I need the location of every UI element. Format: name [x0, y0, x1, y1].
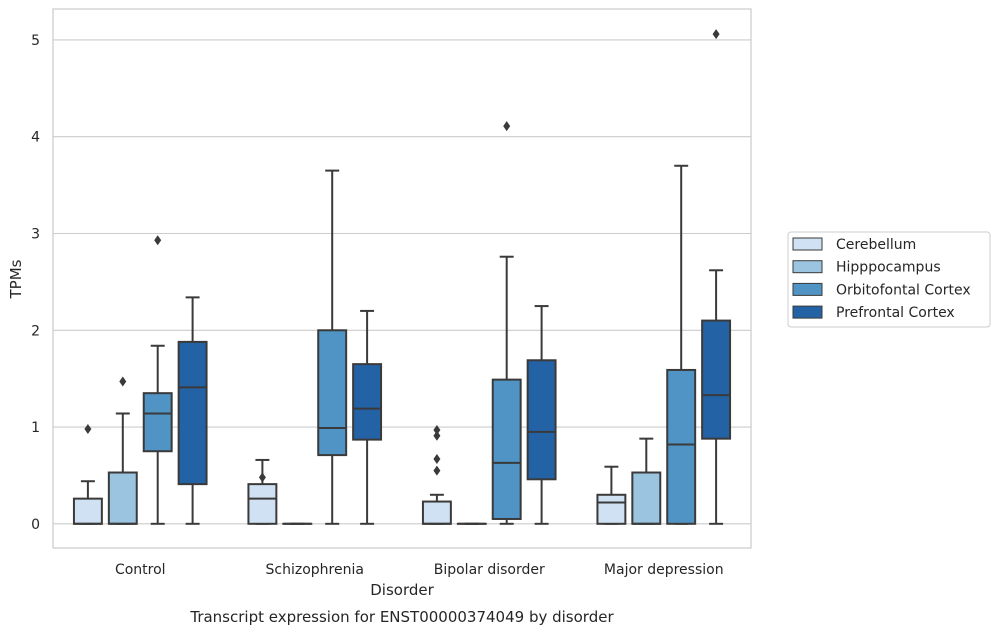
y-tick-label: 4	[31, 130, 40, 146]
legend-label: Hipppocampus	[836, 260, 941, 276]
legend-swatch	[792, 260, 823, 274]
series-prefrontal-cortex	[177, 29, 732, 525]
x-axis-label: Disorder	[370, 581, 434, 599]
outlier-marker	[503, 121, 511, 132]
outlier-marker	[258, 472, 266, 483]
legend-label: Cerebellum	[836, 237, 916, 253]
y-tick-label: 2	[31, 323, 40, 339]
legend-label: Orbitofontal Cortex	[836, 282, 971, 298]
x-tick-label: Schizophrenia	[266, 562, 364, 578]
series-hipppocampus	[107, 376, 662, 525]
y-tick-label: 3	[31, 227, 40, 243]
x-tick-label: Bipolar disorder	[434, 562, 545, 578]
plot-area	[52, 8, 752, 549]
box	[491, 378, 522, 520]
box	[317, 329, 348, 457]
y-axis-label: TPMs	[7, 259, 25, 299]
x-tick-label: Major depression	[604, 562, 724, 578]
box	[72, 497, 103, 525]
box	[701, 319, 732, 440]
box	[666, 368, 697, 525]
box	[352, 363, 383, 441]
box	[177, 340, 208, 486]
y-tick-label: 1	[31, 420, 40, 436]
box-series	[72, 29, 732, 525]
chart-caption: Transcript expression for ENST0000037404…	[189, 608, 614, 626]
outlier-marker	[433, 430, 441, 441]
x-tick-labels: Control Schizophrenia Bipolar disorder Majo…	[115, 562, 724, 578]
box	[596, 493, 627, 525]
box	[421, 500, 452, 525]
outlier-marker	[84, 423, 92, 434]
y-tick-labels: 0 1 2 3 4 5	[31, 33, 40, 533]
y-tick-label: 5	[31, 33, 40, 49]
box	[631, 471, 662, 525]
outlier-marker	[433, 453, 441, 464]
series-orbitofontal-cortex	[142, 121, 697, 525]
legend: Cerebellum Hipppocampus Orbitofontal Corte…	[787, 231, 991, 328]
outlier-marker	[433, 465, 441, 476]
legend-swatch	[792, 305, 823, 319]
outlier-marker	[154, 235, 162, 246]
box	[247, 483, 278, 525]
outlier-marker	[433, 424, 441, 435]
y-tick-label: 0	[31, 517, 40, 533]
box	[142, 392, 173, 453]
series-cerebellum	[72, 423, 627, 525]
box	[107, 471, 138, 525]
legend-swatch	[792, 282, 823, 296]
outlier-marker	[119, 376, 127, 387]
outlier-marker	[712, 29, 720, 40]
x-tick-label: Control	[115, 562, 166, 578]
legend-swatch	[792, 237, 823, 251]
legend-frame	[787, 231, 991, 328]
legend-label: Prefrontal Cortex	[836, 305, 955, 321]
box	[526, 359, 557, 481]
